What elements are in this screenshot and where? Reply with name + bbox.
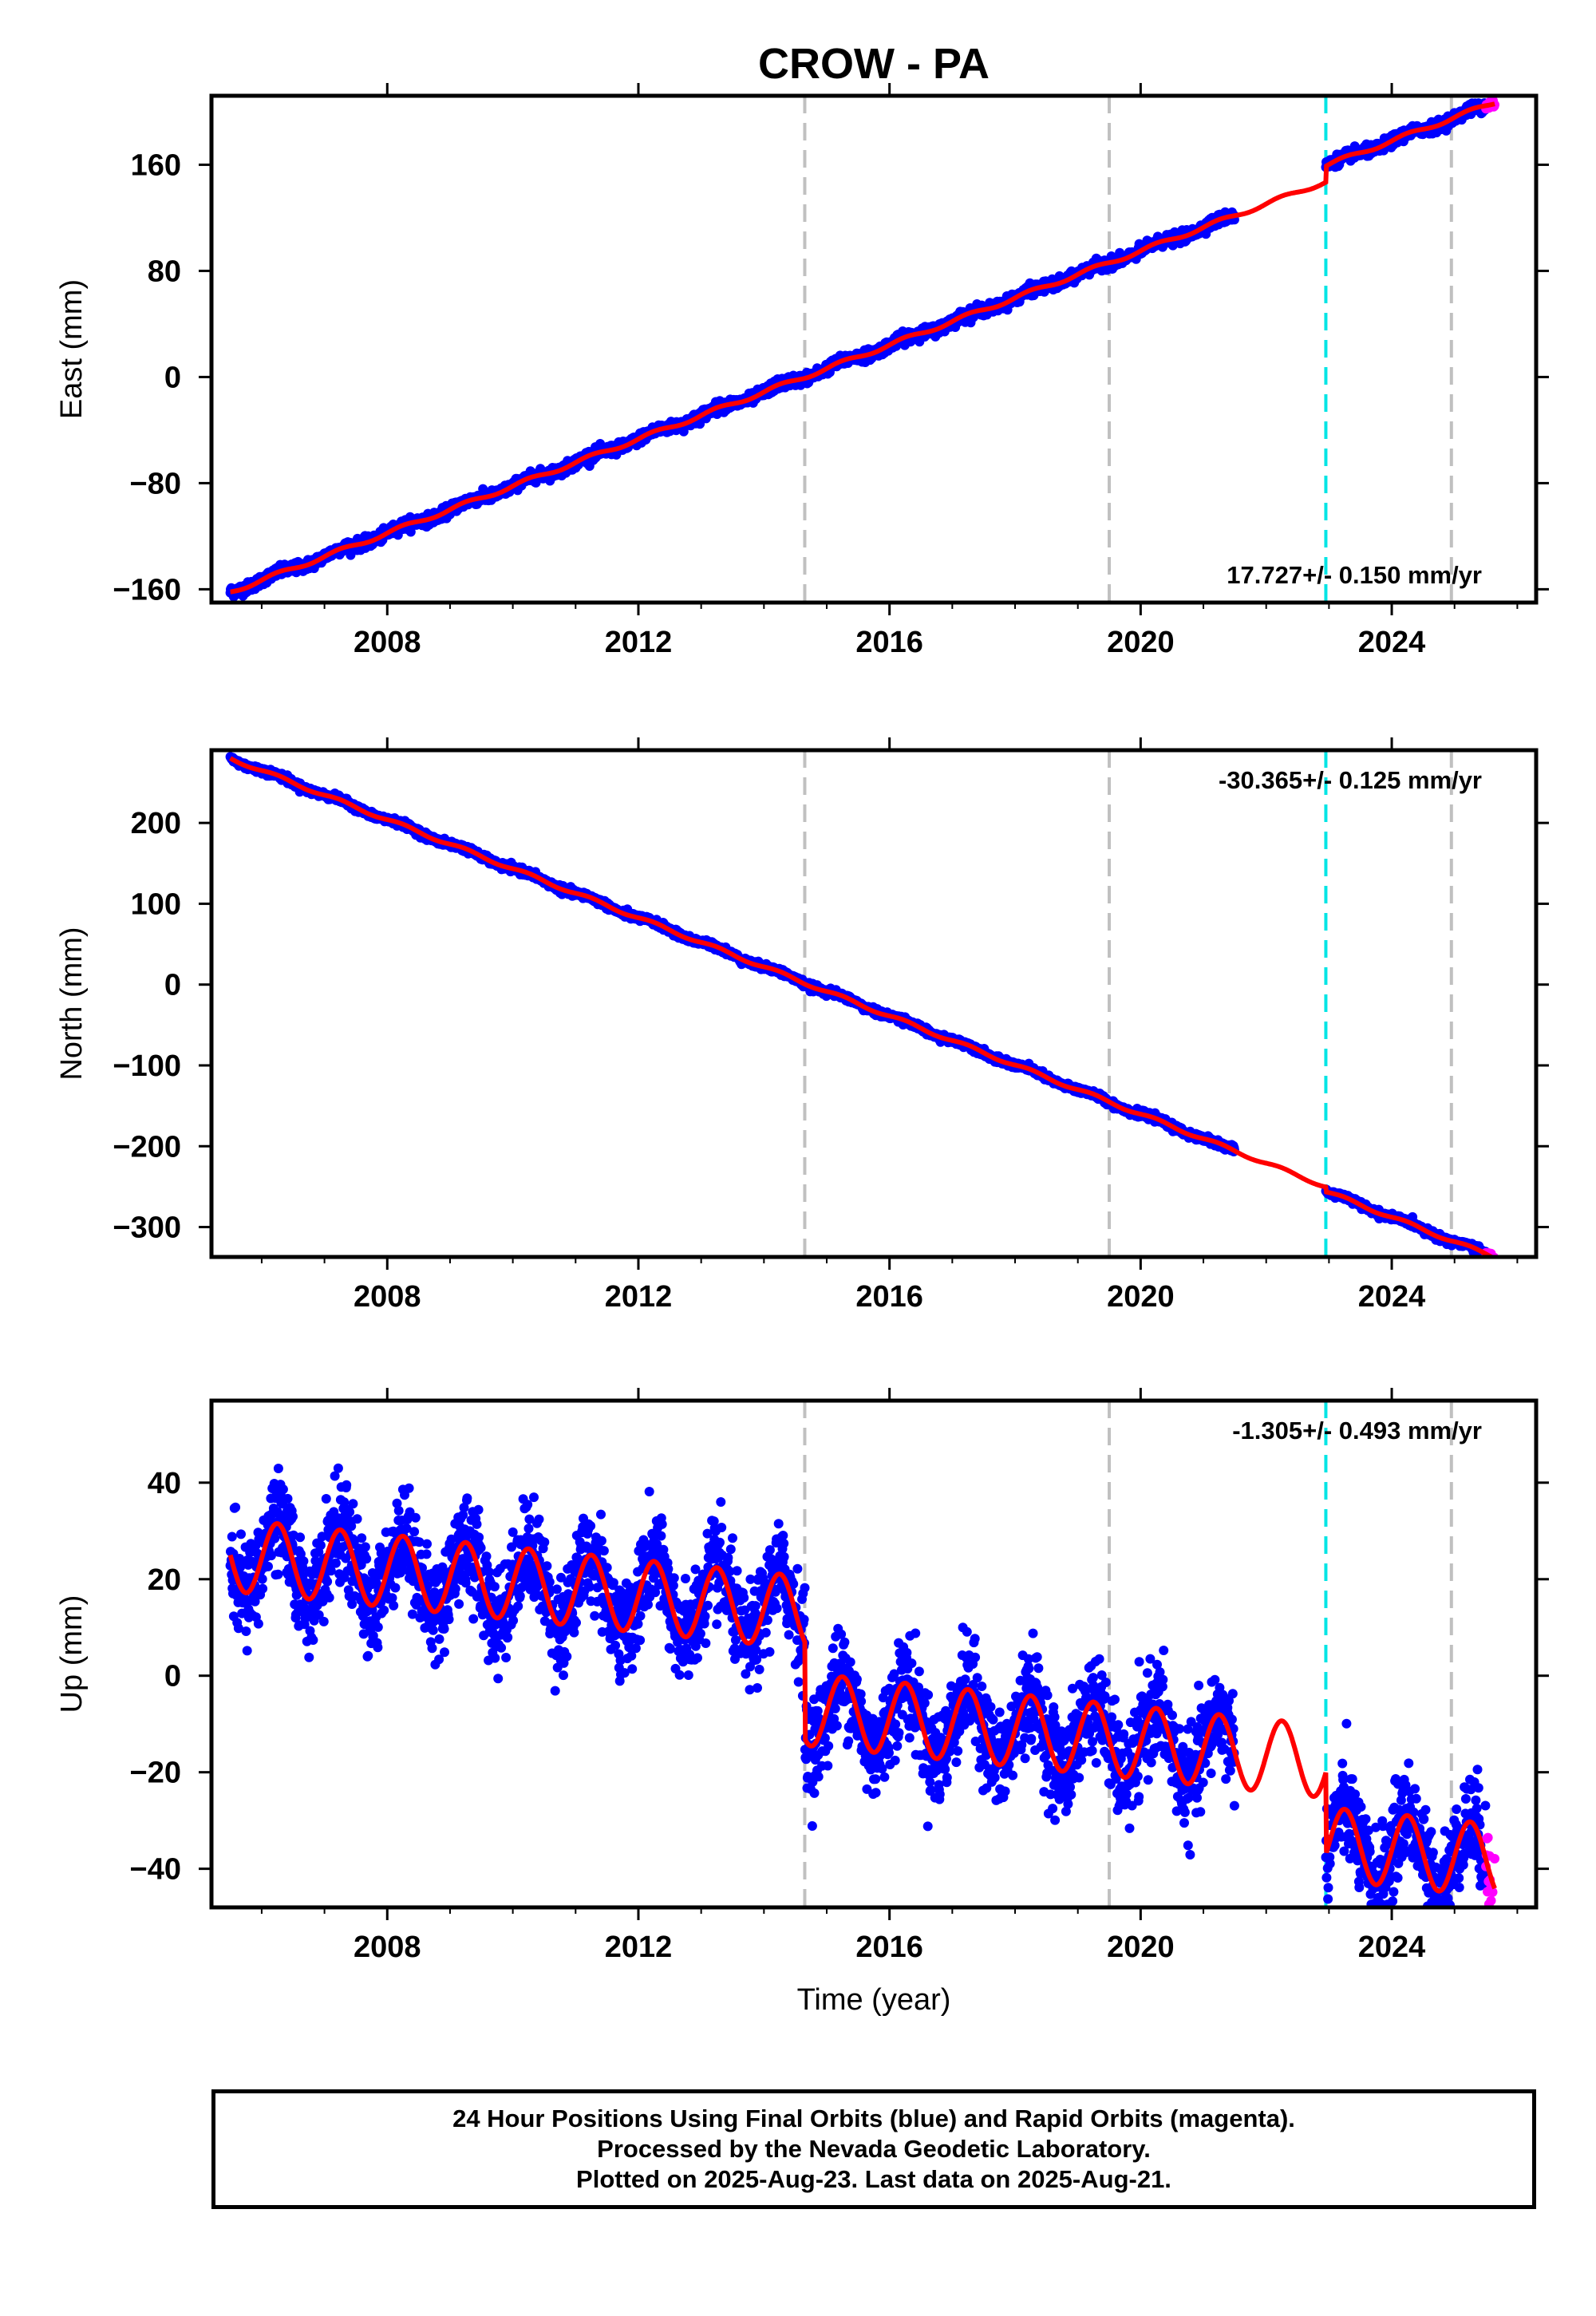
panel-east: 2008 2012 2016 2020 2024 160 80 0 −80 −160 East (m… <box>55 83 1549 659</box>
velocity-label: 17.727+/- 0.150 mm/yr <box>1227 561 1482 589</box>
y-tick-label: 80 <box>148 255 181 288</box>
y-tick-label: −80 <box>130 467 181 500</box>
x-tick-label: 2008 <box>354 626 421 659</box>
x-tick-label: 2024 <box>1358 626 1426 659</box>
plot-area-east <box>225 96 1499 603</box>
chart-title: CROW - PA <box>758 40 990 88</box>
y-axis-label: East (mm) <box>55 279 89 419</box>
panels: 2008 2012 2016 2020 2024 160 80 0 −80 −160 East (m… <box>55 83 1549 1964</box>
y-tick-label: 160 <box>131 148 181 182</box>
x-tick-label: 2016 <box>855 626 923 659</box>
final-orbit-points <box>225 96 1499 602</box>
x-tick-label: 2012 <box>605 626 673 659</box>
panel-north: 2008 2012 2016 2020 20242001000−100−200−300N… <box>55 737 1549 1314</box>
y-tick-label: −160 <box>113 573 181 607</box>
y-tick-label: 0 <box>164 361 181 394</box>
plot-area-north <box>225 750 1499 1257</box>
final-orbit-point <box>695 419 705 429</box>
x-tick-label: 2020 <box>1107 626 1175 659</box>
